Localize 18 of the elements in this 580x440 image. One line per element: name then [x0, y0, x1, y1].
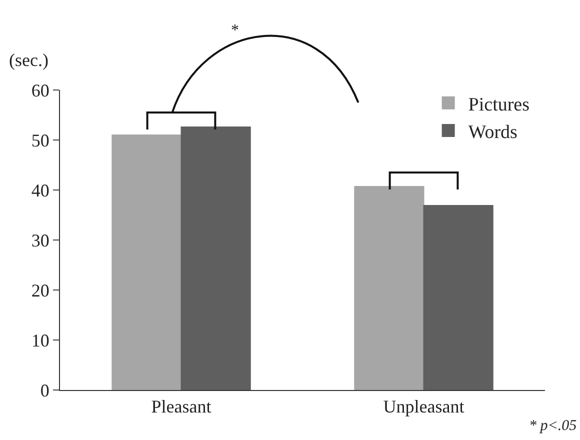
y-tick-label: 20 [31, 280, 50, 300]
bar [112, 134, 182, 390]
bar [354, 186, 424, 390]
y-tick-label: 50 [31, 130, 50, 150]
bar [180, 126, 251, 390]
legend-label: Words [468, 122, 518, 143]
legend-label: Pictures [468, 94, 530, 116]
y-tick-label: 30 [31, 230, 50, 250]
x-tick-label: Pleasant [151, 396, 212, 417]
y-tick-label: 0 [40, 380, 50, 400]
text: * [231, 22, 239, 39]
x-tick-label: Unpleasant [383, 396, 464, 417]
text: * p<.05 [529, 418, 578, 434]
y-axis-title: (sec.) [9, 50, 48, 70]
y-tick-label: 10 [31, 330, 50, 350]
y-tick-label: 60 [31, 80, 50, 100]
y-tick-label: 40 [31, 180, 50, 200]
bar [423, 205, 494, 390]
